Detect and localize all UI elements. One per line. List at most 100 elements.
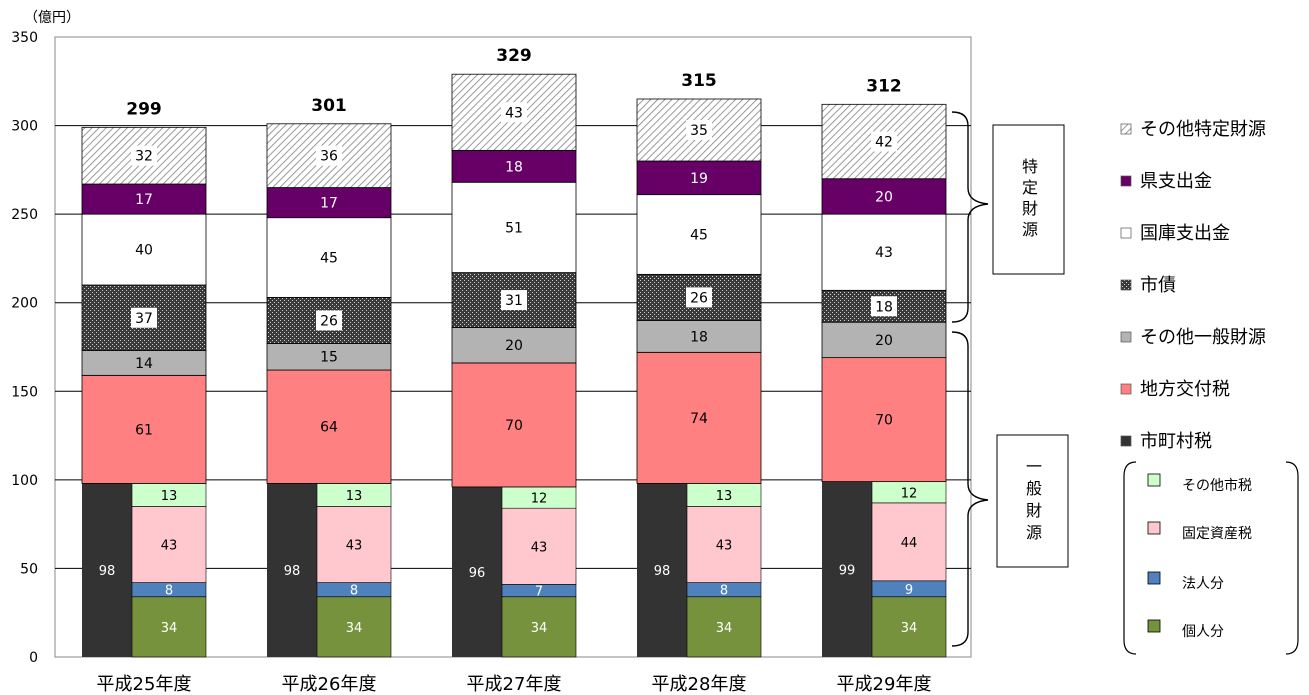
value-label: 36	[320, 149, 338, 165]
bar-segment-local-allocation-tax	[821, 357, 947, 483]
bar-segment-property-tax	[871, 502, 947, 582]
value-label: 96	[469, 566, 486, 581]
value-label: 31	[505, 293, 523, 309]
bar-segment-national-treasury	[266, 217, 392, 298]
sub-legend-right-bracket	[1285, 461, 1299, 655]
value-label: 8	[350, 584, 358, 599]
sub-legend-swatch	[1147, 521, 1161, 535]
legend-swatch	[1120, 383, 1132, 395]
value-label-box	[871, 296, 897, 317]
value-label: 43	[505, 105, 523, 121]
value-label: 43	[875, 245, 893, 261]
x-tick-label: 平成29年度	[837, 674, 932, 695]
value-label: 42	[875, 135, 893, 151]
bar-segment-local-allocation-tax	[451, 362, 577, 488]
value-label: 8	[165, 584, 173, 599]
bar-segment-prefectural	[636, 160, 762, 196]
value-label: 70	[505, 418, 523, 434]
general-box	[996, 434, 1069, 568]
bar-segment-national-treasury	[451, 181, 577, 273]
x-tick-label: 平成25年度	[97, 674, 192, 695]
y-unit-label: （億円）	[24, 10, 80, 26]
bar-segment-other-general-funds	[821, 321, 947, 359]
sub-legend-swatch	[1147, 473, 1161, 487]
value-label: 14	[135, 356, 153, 372]
bars: 9834843136114374017329834843136415264517…	[81, 73, 947, 658]
group-label-char: 源	[1022, 220, 1038, 239]
value-label: 20	[875, 189, 893, 205]
legend-label: 市町村税	[1140, 431, 1212, 452]
value-label: 40	[135, 243, 153, 259]
value-label: 32	[135, 149, 153, 165]
value-label: 20	[875, 333, 893, 349]
bar-segment-national-treasury	[821, 213, 947, 291]
bar-segment-property-tax	[501, 507, 577, 585]
y-axis: 0 50 100 150 200 250 300 350	[11, 30, 38, 666]
value-label: 17	[135, 192, 153, 208]
value-label: 12	[531, 492, 548, 507]
value-label-box	[316, 145, 342, 166]
total-label: 301	[311, 96, 347, 116]
legend-label: その他特定財源	[1140, 119, 1266, 140]
bar-segment-other-general-funds	[81, 350, 207, 376]
value-label: 13	[161, 489, 178, 504]
legend-label: その他一般財源	[1140, 327, 1266, 348]
bar-segment-individual	[131, 596, 207, 658]
value-label: 26	[320, 313, 338, 329]
bar-segment-property-tax	[316, 506, 392, 583]
bar-segment-individual	[316, 596, 392, 658]
value-label-box	[501, 290, 527, 311]
group-label-char: 一	[1026, 457, 1042, 476]
value-label: 51	[505, 220, 523, 236]
gridlines	[55, 125, 971, 569]
value-label: 99	[839, 563, 856, 578]
value-label: 37	[135, 311, 153, 327]
bar-segment-local-allocation-tax	[266, 369, 392, 484]
value-label: 34	[716, 621, 733, 636]
bar-segment-prefectural	[81, 183, 207, 215]
value-label: 74	[690, 411, 708, 427]
y-tick-label: 250	[11, 207, 38, 223]
value-label: 64	[320, 420, 338, 436]
value-label: 98	[99, 564, 116, 579]
x-axis: 平成25年度 平成26年度 平成27年度 平成28年度 平成29年度	[97, 674, 932, 695]
group-label-char: 定	[1022, 178, 1038, 197]
value-label-box	[686, 120, 712, 140]
value-label: 8	[720, 584, 728, 599]
legend-swatch	[1120, 175, 1132, 187]
y-tick-label: 150	[11, 384, 38, 400]
value-label: 34	[531, 621, 548, 636]
y-tick-label: 50	[20, 561, 38, 577]
bar-segment-other-general-funds	[266, 343, 392, 371]
legend-label: 県支出金	[1140, 171, 1212, 192]
value-label: 15	[320, 350, 338, 366]
value-label-box	[131, 307, 157, 328]
bar-segment-property-tax	[131, 506, 207, 583]
group-label-char: 源	[1026, 523, 1042, 542]
value-label: 43	[716, 539, 733, 554]
y-tick-label: 0	[29, 650, 38, 666]
group-label-char: 特	[1022, 157, 1038, 176]
group-label-char: 般	[1026, 479, 1042, 498]
value-label: 34	[346, 621, 363, 636]
bar-segment-property-tax	[686, 506, 762, 583]
legend-label: 国庫支出金	[1140, 223, 1230, 244]
total-label: 315	[681, 71, 717, 91]
value-label: 19	[690, 171, 708, 187]
bar-segment-local-allocation-tax	[636, 351, 762, 484]
bar-segment-prefectural	[821, 178, 947, 215]
bar-segment-national-treasury	[81, 213, 207, 286]
value-label: 70	[875, 413, 893, 429]
total-label: 299	[126, 99, 162, 119]
total-label: 329	[496, 46, 532, 66]
x-tick-label: 平成28年度	[652, 674, 747, 695]
value-label: 18	[690, 329, 708, 345]
bar-segment-other-general-funds	[451, 327, 577, 364]
legend-swatch	[1120, 435, 1132, 447]
value-label: 45	[690, 228, 708, 244]
value-label-box	[871, 131, 897, 152]
specific-brace	[951, 111, 989, 323]
